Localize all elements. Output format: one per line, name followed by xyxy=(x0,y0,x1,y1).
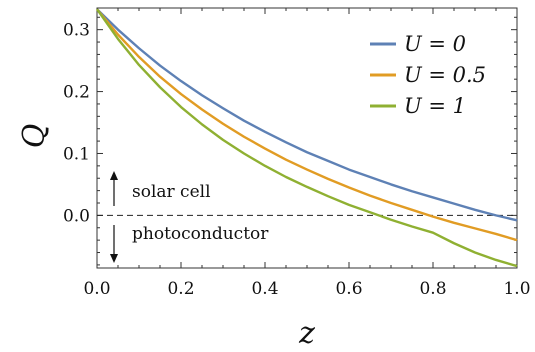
photoconductor-label: photoconductor xyxy=(132,224,269,244)
y-axis-title: Q xyxy=(17,124,52,149)
legend-label: U = 0.5 xyxy=(404,63,486,87)
legend-label: U = 1 xyxy=(404,94,466,118)
down-arrow-head xyxy=(110,254,118,263)
series-lines xyxy=(96,8,518,268)
y-tick-label: 0.1 xyxy=(63,144,90,164)
x-tick-label: 0.2 xyxy=(167,279,194,299)
up-arrow-head xyxy=(110,171,118,180)
plot-area: 0.0 0.2 0.4 0.6 0.8 1.0 0.0 0.1 0.2 0.3 xyxy=(63,7,531,299)
y-tick-label: 0.0 xyxy=(63,206,90,226)
series-line xyxy=(96,8,518,268)
y-tick-label: 0.3 xyxy=(63,21,90,41)
series-line xyxy=(96,8,518,222)
solar-cell-label: solar cell xyxy=(132,182,211,202)
x-tick-label: 0.6 xyxy=(335,279,362,299)
x-tick-label: 0.4 xyxy=(251,279,278,299)
series-line xyxy=(96,8,518,242)
x-tick-label: 0.0 xyxy=(83,279,110,299)
legend: U = 0 U = 0.5 U = 1 xyxy=(370,32,486,118)
x-tick-label: 1.0 xyxy=(503,279,530,299)
legend-label: U = 0 xyxy=(404,32,466,56)
y-tick-label: 0.2 xyxy=(63,83,90,103)
annotations: solar cell photoconductor xyxy=(110,171,269,263)
x-tick-label: 0.8 xyxy=(419,279,446,299)
x-axis-title: z xyxy=(298,316,315,351)
